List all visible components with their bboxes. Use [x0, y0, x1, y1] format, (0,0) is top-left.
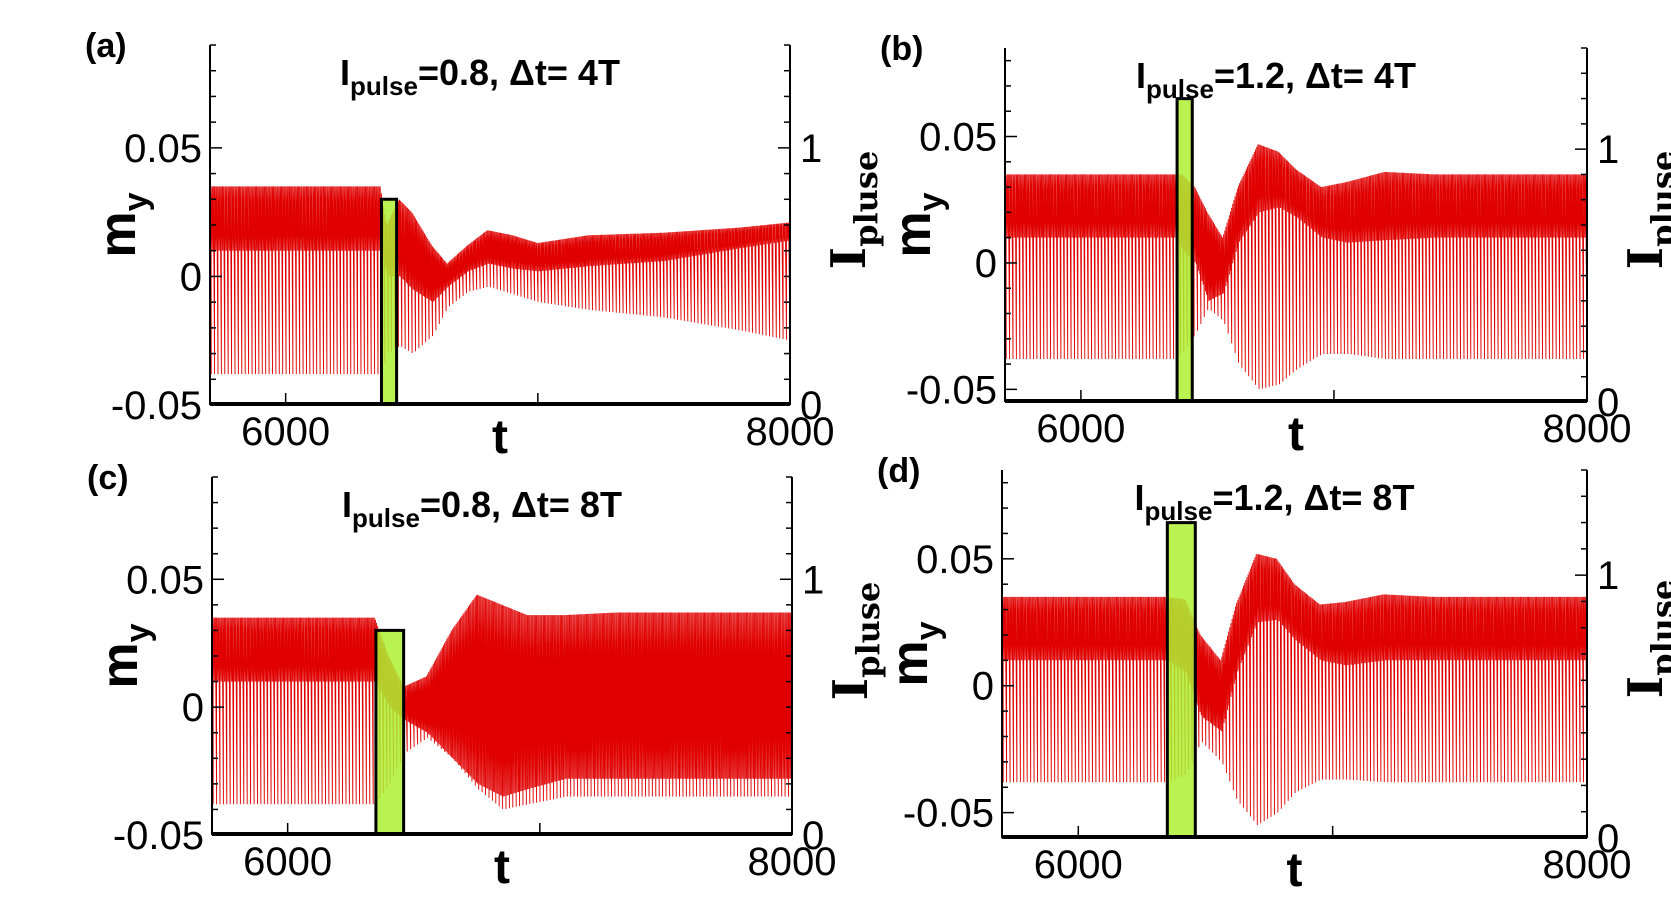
- x-tick-label: 6000: [1034, 843, 1123, 887]
- y-axis-label-sub: y: [117, 192, 155, 211]
- y-axis-label-sub: y: [119, 623, 157, 642]
- title-rest: =1.2, Δt= 4T: [1214, 55, 1416, 96]
- y-axis-label-sub: y: [909, 621, 947, 640]
- y2-tick-label: 1: [802, 558, 824, 602]
- y2-tick-label: 1: [800, 127, 822, 171]
- y2-tick-label: 0: [1597, 381, 1619, 425]
- x-tick-label: 8000: [1543, 407, 1632, 451]
- x-tick-label: 8000: [748, 840, 837, 884]
- y2-tick-label: 1: [1597, 128, 1619, 172]
- my-signal-line: [212, 594, 792, 809]
- panel-label: (c): [87, 459, 129, 497]
- title-subscript: pulse: [1145, 496, 1213, 526]
- x-tick-label: 8000: [746, 410, 835, 454]
- pulse-outline: [1175, 97, 1194, 402]
- y2-axis-label-sub: pluse: [1644, 580, 1671, 676]
- my-signal-line: [1002, 553, 1587, 826]
- pulse-bar: [375, 630, 404, 835]
- panel-title: Ipulse=0.8, Δt= 8T: [342, 484, 622, 533]
- y-tick-label: -0.05: [113, 814, 204, 858]
- y-tick-label: 0.05: [126, 558, 204, 602]
- y2-tick-label: 0: [1597, 817, 1619, 861]
- y2-axis-label-main: I: [1618, 676, 1671, 698]
- panel-a: 0.05 0 -0.05 1 0 6000 8000 t my Ipluse (a) Ipulse=0…: [85, 27, 885, 464]
- pulse-outline: [374, 628, 406, 835]
- pulse-outline: [379, 197, 399, 405]
- title-rest: =1.2, Δt= 8T: [1212, 477, 1414, 518]
- y2-tick-label: 1: [1597, 554, 1619, 598]
- y2-axis-label-sub: pluse: [847, 151, 885, 247]
- panel-label: (d): [877, 452, 920, 490]
- y2-axis-label-sub: pluse: [849, 582, 887, 678]
- y2-axis-label-main: I: [823, 678, 879, 700]
- y-tick-label: -0.05: [906, 368, 997, 412]
- pulse-bar: [381, 199, 397, 405]
- title-symbol: I: [340, 52, 350, 93]
- panel-d: 0.05 0 -0.05 1 0 6000 8000 t my Ipluse (d) Ipulse=1…: [877, 452, 1671, 897]
- x-axis-label: t: [494, 841, 510, 894]
- y2-axis-label-main: I: [821, 247, 877, 269]
- my-signal-line: [1005, 144, 1587, 390]
- y-tick-label: -0.05: [903, 792, 994, 836]
- y-axis-label-main: m: [881, 640, 939, 686]
- panel-title: Ipulse=1.2, Δt= 8T: [1135, 477, 1415, 526]
- y-tick-label: 0.05: [919, 116, 997, 160]
- my-signal-line: [210, 186, 790, 375]
- y-tick-label: 0: [972, 665, 994, 709]
- y2-axis-label-sub: pluse: [1644, 151, 1671, 247]
- y-axis-label: my: [881, 621, 947, 686]
- title-subscript: pulse: [1146, 74, 1214, 104]
- title-rest: =0.8, Δt= 4T: [418, 52, 620, 93]
- title-symbol: I: [1136, 55, 1146, 96]
- title-subscript: pulse: [352, 503, 420, 533]
- x-tick-label: 6000: [243, 840, 332, 884]
- panel-c: 0.05 0 -0.05 1 0 6000 8000 t my Ipluse (c) Ipulse=0…: [87, 459, 887, 894]
- pulse-bar: [1167, 522, 1196, 838]
- y2-axis-label: Ipluse: [1618, 580, 1671, 699]
- y2-tick-label: 0: [802, 814, 824, 858]
- x-tick-label: 8000: [1543, 843, 1632, 887]
- title-symbol: I: [1135, 477, 1145, 518]
- y-axis-label: my: [91, 623, 157, 688]
- y-tick-label: 0.05: [916, 538, 994, 582]
- y-tick-label: 0: [182, 686, 204, 730]
- panel-label: (b): [880, 30, 923, 68]
- y-axis-label-main: m: [89, 211, 147, 257]
- title-symbol: I: [342, 484, 352, 525]
- panel-b: 0.05 0 -0.05 1 0 6000 8000 t my Ipluse (b) Ipulse=1…: [880, 30, 1671, 461]
- x-tick-label: 6000: [241, 410, 330, 454]
- y-axis-label-main: m: [91, 642, 149, 688]
- y2-axis-label: Ipluse: [821, 151, 885, 270]
- y2-tick-label: 0: [800, 384, 822, 428]
- y-axis-label-sub: y: [912, 192, 950, 211]
- pulse-bar: [1177, 98, 1193, 403]
- x-axis-label: t: [1288, 408, 1304, 461]
- pulse-outline: [1165, 521, 1197, 838]
- y2-axis-label-main: I: [1618, 247, 1671, 269]
- title-subscript: pulse: [350, 71, 418, 101]
- panel-title: Ipulse=1.2, Δt= 4T: [1136, 55, 1416, 104]
- y-tick-label: 0: [180, 255, 202, 299]
- y-axis-label: my: [884, 192, 950, 257]
- y2-axis-label: Ipluse: [1618, 151, 1671, 270]
- panel-label: (a): [85, 27, 127, 65]
- x-axis-label: t: [1287, 844, 1303, 897]
- y-tick-label: 0: [975, 242, 997, 286]
- y-tick-label: -0.05: [111, 384, 202, 428]
- x-tick-label: 6000: [1036, 407, 1125, 451]
- panel-title: Ipulse=0.8, Δt= 4T: [340, 52, 620, 101]
- title-rest: =0.8, Δt= 8T: [420, 484, 622, 525]
- x-axis-label: t: [492, 411, 508, 464]
- y-tick-label: 0.05: [124, 127, 202, 171]
- y-axis-label-main: m: [884, 211, 942, 257]
- y-axis-label: my: [89, 192, 155, 257]
- y2-axis-label: Ipluse: [823, 582, 887, 701]
